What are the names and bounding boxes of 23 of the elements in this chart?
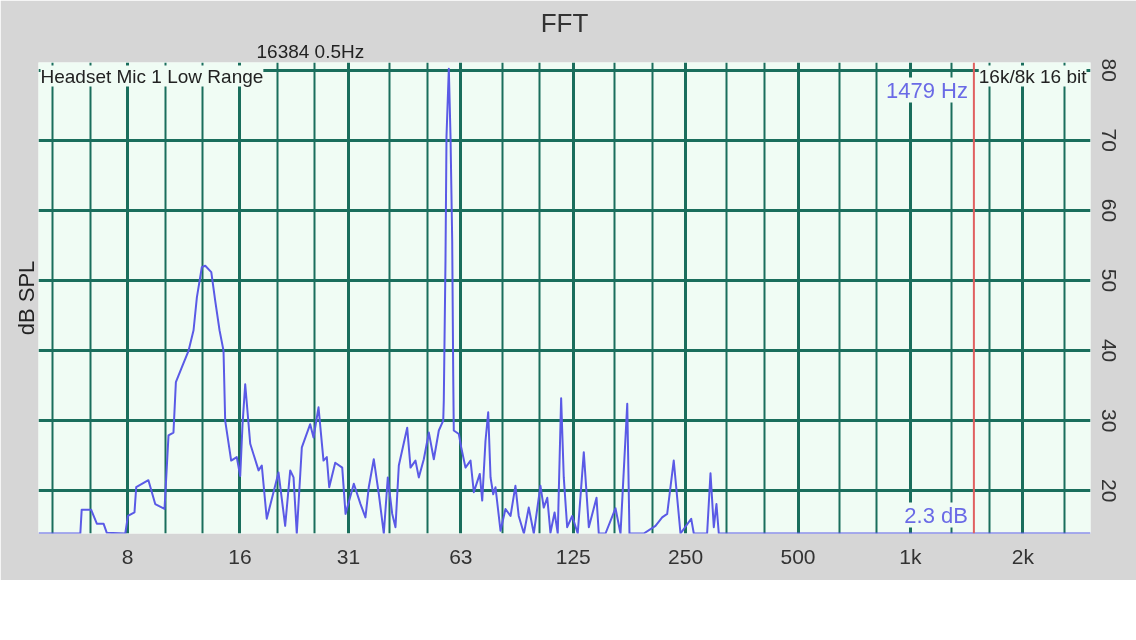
x-tick-label: 500 <box>780 544 816 568</box>
x-tick-label: 31 <box>336 544 361 568</box>
y-tick-label: 20 <box>1097 479 1121 503</box>
annotation: 16k/8k 16 bit <box>978 65 1088 87</box>
y-axis-title: dB SPL <box>13 260 39 336</box>
annotation: Headset Mic 1 Low Range <box>40 65 264 87</box>
y-tick-label: 30 <box>1097 408 1121 433</box>
y-tick-label: 70 <box>1097 128 1121 152</box>
x-tick-label: 2k <box>1011 544 1035 568</box>
x-tick-label: 125 <box>555 544 591 568</box>
x-tick-label: 16 <box>228 544 252 568</box>
annotation: 2.3 dB <box>904 502 968 528</box>
y-tick-label: 80 <box>1097 58 1121 82</box>
y-tick-label: 50 <box>1097 268 1121 293</box>
x-tick-label: 63 <box>449 544 473 568</box>
x-tick-label: 250 <box>668 544 704 568</box>
y-tick-label: 60 <box>1097 198 1121 223</box>
chart-title: FFT <box>540 7 589 38</box>
ref-line-label: 1479 Hz <box>885 77 968 103</box>
x-tick-label: 8 <box>121 544 134 568</box>
x-tick-label: 1k <box>899 544 923 568</box>
y-tick-label: 40 <box>1097 338 1121 363</box>
text: 16384 0.5Hz <box>256 40 365 62</box>
